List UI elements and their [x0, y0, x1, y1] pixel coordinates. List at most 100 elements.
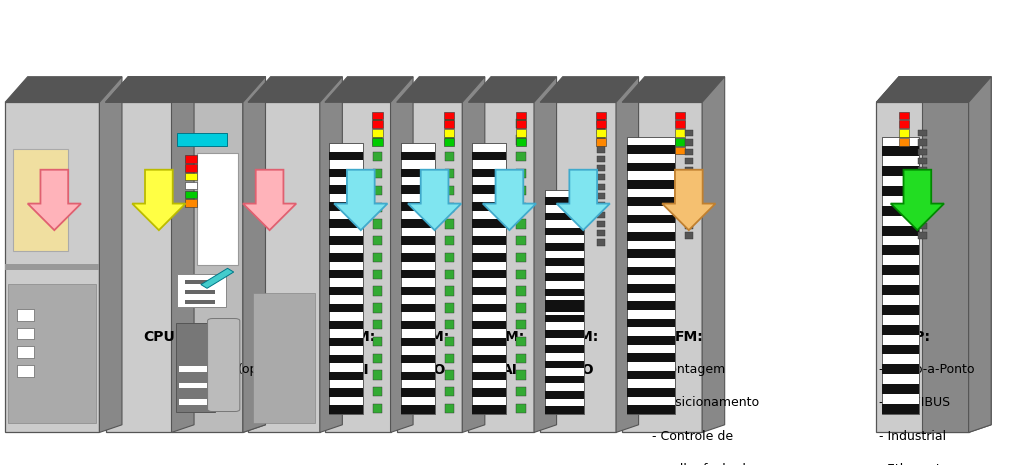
- Bar: [184, 199, 197, 207]
- Bar: [882, 246, 918, 255]
- Bar: [329, 388, 363, 397]
- Bar: [373, 354, 382, 363]
- Bar: [329, 253, 363, 262]
- Bar: [627, 145, 674, 154]
- Bar: [544, 391, 584, 399]
- Bar: [627, 319, 674, 327]
- Bar: [179, 399, 207, 405]
- Bar: [329, 152, 363, 160]
- Polygon shape: [325, 77, 413, 102]
- Bar: [627, 388, 674, 397]
- Bar: [473, 338, 506, 346]
- Polygon shape: [171, 77, 194, 432]
- Polygon shape: [132, 170, 186, 230]
- Bar: [686, 205, 694, 211]
- Bar: [473, 372, 506, 380]
- Bar: [627, 197, 674, 206]
- Bar: [596, 129, 606, 137]
- Bar: [329, 186, 363, 194]
- Bar: [544, 213, 584, 220]
- Bar: [627, 336, 674, 345]
- Bar: [445, 286, 454, 296]
- Bar: [473, 355, 506, 363]
- Bar: [373, 186, 382, 195]
- Bar: [325, 102, 391, 432]
- Bar: [627, 180, 674, 188]
- Bar: [517, 286, 526, 296]
- Bar: [597, 184, 605, 190]
- Bar: [882, 325, 918, 335]
- Polygon shape: [106, 77, 265, 102]
- Bar: [17, 365, 34, 377]
- Bar: [622, 102, 702, 432]
- Bar: [248, 102, 320, 432]
- Bar: [401, 355, 435, 363]
- Bar: [445, 404, 454, 413]
- Bar: [918, 205, 927, 211]
- Bar: [329, 270, 363, 279]
- Bar: [686, 232, 694, 239]
- Bar: [397, 102, 462, 432]
- Bar: [918, 223, 927, 229]
- Bar: [401, 338, 435, 346]
- Polygon shape: [397, 77, 485, 102]
- Bar: [445, 387, 454, 397]
- Bar: [329, 236, 363, 245]
- Text: - Posicionamento: - Posicionamento: [652, 396, 760, 409]
- Text: CPU: CPU: [144, 330, 174, 344]
- Bar: [918, 214, 927, 220]
- Bar: [444, 120, 454, 128]
- Bar: [373, 320, 382, 329]
- Bar: [176, 323, 215, 412]
- Bar: [882, 305, 918, 315]
- Bar: [517, 236, 526, 246]
- Polygon shape: [243, 77, 265, 432]
- Polygon shape: [483, 170, 536, 230]
- Bar: [329, 304, 363, 312]
- Bar: [686, 186, 694, 192]
- Bar: [445, 320, 454, 329]
- Bar: [517, 337, 526, 346]
- Text: AI: AI: [501, 363, 518, 377]
- Bar: [184, 173, 197, 180]
- Bar: [876, 102, 969, 432]
- Bar: [329, 287, 363, 295]
- Bar: [445, 186, 454, 195]
- Text: CP:: CP:: [904, 330, 931, 344]
- Bar: [329, 372, 363, 380]
- Bar: [597, 156, 605, 162]
- Polygon shape: [702, 77, 725, 432]
- Polygon shape: [534, 77, 557, 432]
- Polygon shape: [5, 77, 122, 102]
- Polygon shape: [334, 170, 387, 230]
- Bar: [445, 236, 454, 246]
- Bar: [373, 119, 382, 128]
- Polygon shape: [243, 170, 296, 230]
- Bar: [918, 140, 927, 146]
- Bar: [627, 137, 674, 414]
- Text: SM:: SM:: [495, 330, 524, 344]
- Bar: [544, 304, 584, 312]
- Bar: [918, 167, 927, 173]
- Bar: [627, 163, 674, 171]
- Bar: [686, 149, 694, 155]
- Bar: [882, 365, 918, 374]
- Bar: [918, 177, 927, 183]
- Bar: [882, 206, 918, 216]
- Bar: [473, 219, 506, 228]
- Bar: [473, 388, 506, 397]
- Bar: [596, 138, 606, 146]
- Bar: [627, 301, 674, 310]
- Bar: [373, 404, 382, 413]
- Polygon shape: [243, 77, 265, 432]
- Bar: [544, 292, 584, 414]
- Bar: [686, 140, 694, 146]
- Bar: [517, 404, 526, 413]
- Text: SM:: SM:: [346, 330, 375, 344]
- Bar: [882, 166, 918, 176]
- Polygon shape: [876, 77, 991, 102]
- Bar: [544, 299, 584, 307]
- Bar: [177, 133, 227, 146]
- Bar: [473, 236, 506, 245]
- Bar: [473, 152, 506, 160]
